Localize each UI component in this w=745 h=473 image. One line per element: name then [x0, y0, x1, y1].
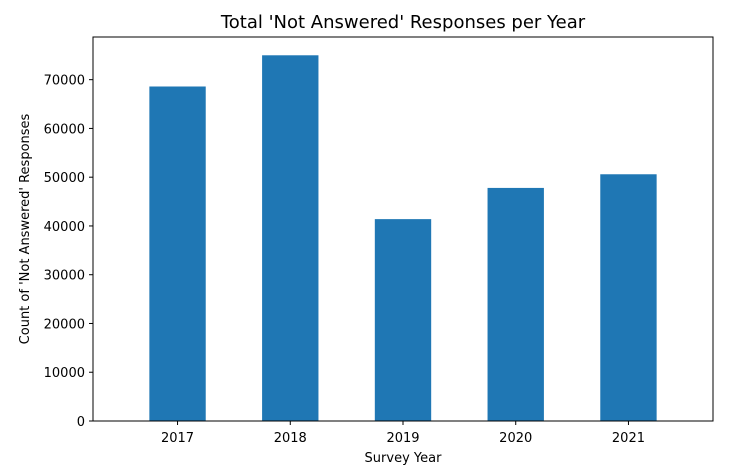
- bar-2020: [487, 187, 544, 421]
- y-tick-label: 70000: [44, 74, 85, 89]
- x-tick-label: 2020: [499, 431, 532, 446]
- bar-2019: [374, 219, 432, 421]
- x-tick-label: 2017: [161, 431, 194, 446]
- chart-title: Total 'Not Answered' Responses per Year: [220, 12, 586, 33]
- y-tick-label: 20000: [44, 317, 85, 332]
- x-tick-label: 2019: [386, 431, 419, 446]
- y-tick-label: 60000: [44, 122, 85, 137]
- y-tick-label: 30000: [44, 269, 85, 284]
- bar-2021: [600, 174, 657, 421]
- bar-2018: [262, 55, 319, 422]
- y-tick-label: 40000: [44, 220, 85, 235]
- bar-2017: [149, 86, 206, 421]
- x-axis-label: Survey Year: [365, 451, 443, 466]
- y-tick-label: 0: [77, 415, 85, 430]
- y-axis: 0 10000 20000 30000 40000 50000 60000 70000: [44, 74, 93, 430]
- y-tick-label: 10000: [44, 366, 85, 381]
- y-tick-label: 50000: [44, 171, 85, 186]
- x-tick-label: 2021: [612, 431, 645, 446]
- y-axis-label: Count of 'Not Answered' Responses: [18, 113, 33, 344]
- x-axis: 2017 2018 2019 2020 2021: [161, 421, 645, 446]
- x-tick-label: 2018: [274, 431, 307, 446]
- bars-group: [149, 55, 657, 422]
